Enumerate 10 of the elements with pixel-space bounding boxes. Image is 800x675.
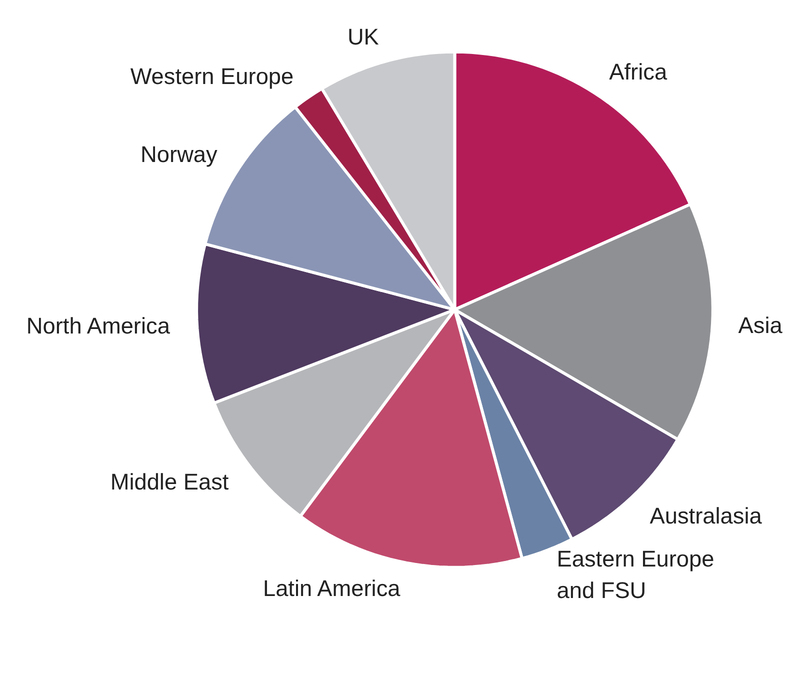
slice-label: UK xyxy=(347,23,379,50)
slice-label: Western Europe xyxy=(130,63,294,90)
slice-label: Latin America xyxy=(262,575,401,602)
slice-label: Australasia xyxy=(650,502,762,529)
slice-label: Norway xyxy=(140,140,218,167)
slice-label: Africa xyxy=(609,58,668,85)
slice-label: North America xyxy=(26,312,170,339)
slice-label: Asia xyxy=(738,312,783,338)
slice-label: Middle East xyxy=(110,468,230,494)
slice-label: Eastern Europe and FSU xyxy=(556,546,714,603)
